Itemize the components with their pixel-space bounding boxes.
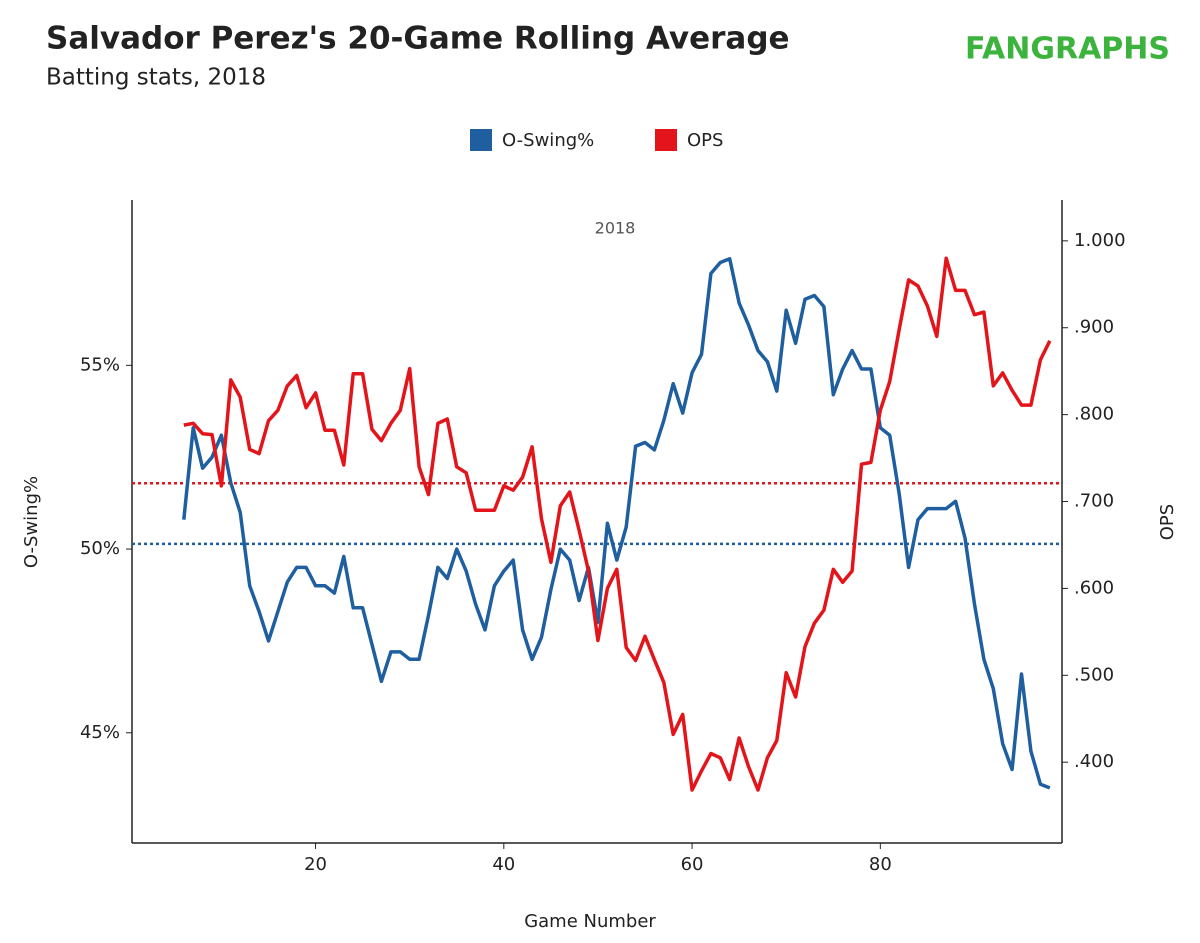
logo: FANGRAPHS [965,32,1170,67]
y2-tick-label: .600 [1074,577,1114,598]
annotation: 2018 [595,219,636,238]
y2-tick-label: .800 [1074,404,1114,425]
y2-tick-label: .900 [1074,317,1114,338]
y2-tick-label: .500 [1074,664,1114,685]
y-tick-label: 50% [80,538,120,559]
legend-label: OPS [687,130,723,151]
y2-tick-label: .700 [1074,491,1114,512]
chart-title: Salvador Perez's 20-Game Rolling Average [46,21,790,57]
legend-swatch [655,129,677,151]
chart-subtitle: Batting stats, 2018 [46,65,266,91]
y-tick-label: 55% [80,354,120,375]
x-tick-label: 60 [681,854,704,875]
x-axis-label: Game Number [524,911,656,932]
y-axis-label: O-Swing% [21,476,42,568]
series-line [183,256,1052,792]
legend-swatch [470,129,492,151]
y-tick-label: 45% [80,722,120,743]
x-tick-label: 20 [304,854,327,875]
legend-label: O-Swing% [502,130,594,151]
x-tick-label: 40 [492,854,515,875]
series-line [182,257,1051,790]
y2-tick-label: .400 [1074,751,1114,772]
y2-tick-label: 1.000 [1074,230,1126,251]
x-tick-label: 80 [869,854,892,875]
y2-axis-label: OPS [1157,504,1178,540]
